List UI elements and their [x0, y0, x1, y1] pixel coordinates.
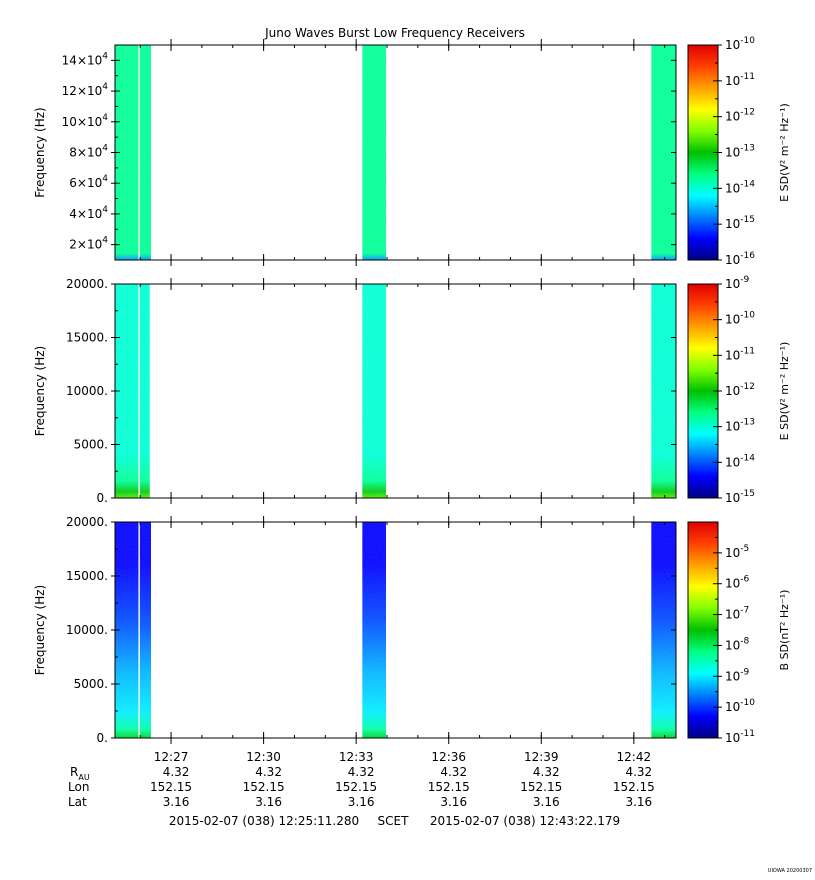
- colorbar-label: E SD(V² m⁻² Hz⁻¹): [778, 342, 791, 441]
- colorbar-tick-label: 10-9: [725, 275, 750, 291]
- colorbar-tick-label: 10-12: [725, 108, 755, 124]
- colorbar-tick-label: 10-15: [725, 215, 755, 231]
- x-r-value: 4.32: [163, 765, 190, 779]
- colorbar-tick-label: 10-11: [725, 346, 755, 362]
- colorbar-tick-label: 10-15: [725, 489, 755, 505]
- panel-2: 0. 5000. 10000. 15000. 20000. Frequency (Hz) 1…: [33, 275, 791, 505]
- y-tick-label: 10000.: [66, 623, 108, 637]
- x-tick-label: 12:42: [617, 750, 652, 764]
- x-tick-label: 12:33: [339, 750, 374, 764]
- y-tick-label: 4×104: [69, 205, 108, 221]
- x-lat-value: 3.16: [255, 795, 282, 809]
- x-r-value: 4.32: [348, 765, 375, 779]
- y-tick-label: 6×104: [69, 174, 108, 190]
- colorbar: 10-5 10-6 10-7 10-8 10-9 10-10 10-11 B SD(nT² H…: [687, 521, 791, 745]
- colorbar-tick-label: 10-14: [725, 179, 755, 195]
- x-lon-value: 152.15: [613, 780, 655, 794]
- y-tick-label: 15000.: [66, 331, 108, 345]
- colorbar-label: B SD(nT² Hz⁻¹): [778, 590, 791, 671]
- y-tick-label: 20000.: [66, 277, 108, 291]
- row-label-r: RAU: [70, 765, 90, 782]
- y-tick-label: 0.: [97, 731, 108, 745]
- panels: 2×104 4×104 6×104 8×104 10×104 12×104 14×104 Fr…: [33, 36, 791, 745]
- y-tick-label: 10000.: [66, 384, 108, 398]
- burst-block: [115, 284, 151, 498]
- colorbar-tick-label: 10-16: [725, 251, 755, 267]
- x-lon-value: 152.15: [150, 780, 192, 794]
- x-lat-value: 3.16: [348, 795, 375, 809]
- x-lat-value: 3.16: [625, 795, 652, 809]
- colorbar-tick-label: 10-13: [725, 144, 755, 160]
- x-tick-label: 12:30: [246, 750, 281, 764]
- colorbar-tick-label: 10-9: [725, 667, 750, 683]
- y-tick-label: 2×104: [69, 236, 108, 252]
- panel-1: 2×104 4×104 6×104 8×104 10×104 12×104 14×104 Fr…: [33, 36, 791, 267]
- x-lat-value: 3.16: [163, 795, 190, 809]
- burst-block: [115, 522, 151, 738]
- plot-frame: [114, 283, 677, 499]
- y-tick-label: 5000.: [74, 677, 108, 691]
- colorbar: 10-9 10-10 10-11 10-12 10-13 10-14 10-15 E SD(V…: [687, 275, 791, 505]
- colorbar-tick-label: 10-10: [725, 311, 755, 327]
- time-range-frame: SCET: [378, 814, 410, 828]
- x-lon-value: 152.15: [243, 780, 285, 794]
- row-label-lat: Lat: [68, 795, 87, 809]
- x-r-value: 4.32: [440, 765, 467, 779]
- x-r-value: 4.32: [533, 765, 560, 779]
- colorbar-tick-label: 10-10: [725, 36, 755, 52]
- colorbar-tick-label: 10-10: [725, 698, 755, 714]
- x-axis: RAULonLat12:274.32152.153.1612:304.32152…: [68, 750, 655, 809]
- x-lon-value: 152.15: [520, 780, 562, 794]
- time-range-start: 2015-02-07 (038) 12:25:11.280: [169, 814, 359, 828]
- colorbar-tick-label: 10-11: [725, 729, 755, 745]
- x-lat-value: 3.16: [533, 795, 560, 809]
- colorbar-tick-label: 10-6: [725, 575, 750, 591]
- x-tick-label: 12:39: [524, 750, 559, 764]
- x-tick-label: 12:36: [431, 750, 466, 764]
- colorbar-tick-label: 10-13: [725, 418, 755, 434]
- colorbar-tick-label: 10-8: [725, 636, 750, 652]
- colorbar-tick-label: 10-14: [725, 453, 755, 469]
- colorbar-fill: [687, 521, 719, 739]
- colorbar-tick-label: 10-5: [725, 544, 749, 560]
- burst-block: [115, 45, 151, 260]
- y-tick-label: 20000.: [66, 515, 108, 529]
- footer-stamp: UIOWA 20200307: [768, 868, 812, 874]
- colorbar: 10-10 10-11 10-12 10-13 10-14 10-15 10-16 E SD(…: [687, 36, 791, 267]
- x-lon-value: 152.15: [428, 780, 470, 794]
- y-tick-label: 5000.: [74, 438, 108, 452]
- y-tick-label: 12×104: [62, 82, 109, 98]
- x-lon-value: 152.15: [335, 780, 377, 794]
- y-tick-label: 14×104: [62, 51, 109, 67]
- plot-frame: [114, 521, 677, 739]
- time-range-end: 2015-02-07 (038) 12:43:22.179: [430, 814, 620, 828]
- x-lat-value: 3.16: [440, 795, 467, 809]
- x-r-value: 4.32: [255, 765, 282, 779]
- y-axis-label: Frequency (Hz): [33, 585, 47, 676]
- panel-3: 0. 5000. 10000. 15000. 20000. Frequency (Hz) 1…: [33, 515, 791, 745]
- x-tick-label: 12:27: [154, 750, 189, 764]
- y-tick-label: 8×104: [69, 144, 108, 160]
- colorbar-tick-label: 10-11: [725, 72, 755, 88]
- y-axis-label: Frequency (Hz): [33, 107, 47, 198]
- plot-frame: [114, 44, 677, 261]
- colorbar-tick-label: 10-12: [725, 382, 755, 398]
- colorbar-label: E SD(V² m⁻² Hz⁻¹): [778, 103, 791, 202]
- chart-title: Juno Waves Burst Low Frequency Receivers: [264, 26, 525, 40]
- colorbar-tick-label: 10-7: [725, 606, 749, 622]
- y-tick-label: 15000.: [66, 569, 108, 583]
- row-label-lon: Lon: [68, 780, 89, 794]
- y-tick-label: 0.: [97, 491, 108, 505]
- burst-block: [651, 522, 676, 738]
- y-axis-label: Frequency (Hz): [33, 346, 47, 437]
- burst-block: [362, 522, 386, 738]
- y-tick-label: 10×104: [62, 113, 109, 129]
- burst-block: [362, 45, 386, 260]
- x-r-value: 4.32: [625, 765, 652, 779]
- burst-block: [362, 284, 386, 498]
